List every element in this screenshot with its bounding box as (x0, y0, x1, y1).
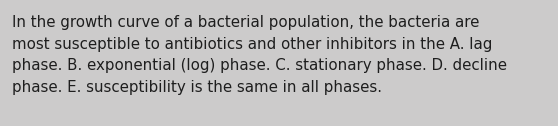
Text: In the growth curve of a bacterial population, the bacteria are
most susceptible: In the growth curve of a bacterial popul… (12, 15, 507, 95)
